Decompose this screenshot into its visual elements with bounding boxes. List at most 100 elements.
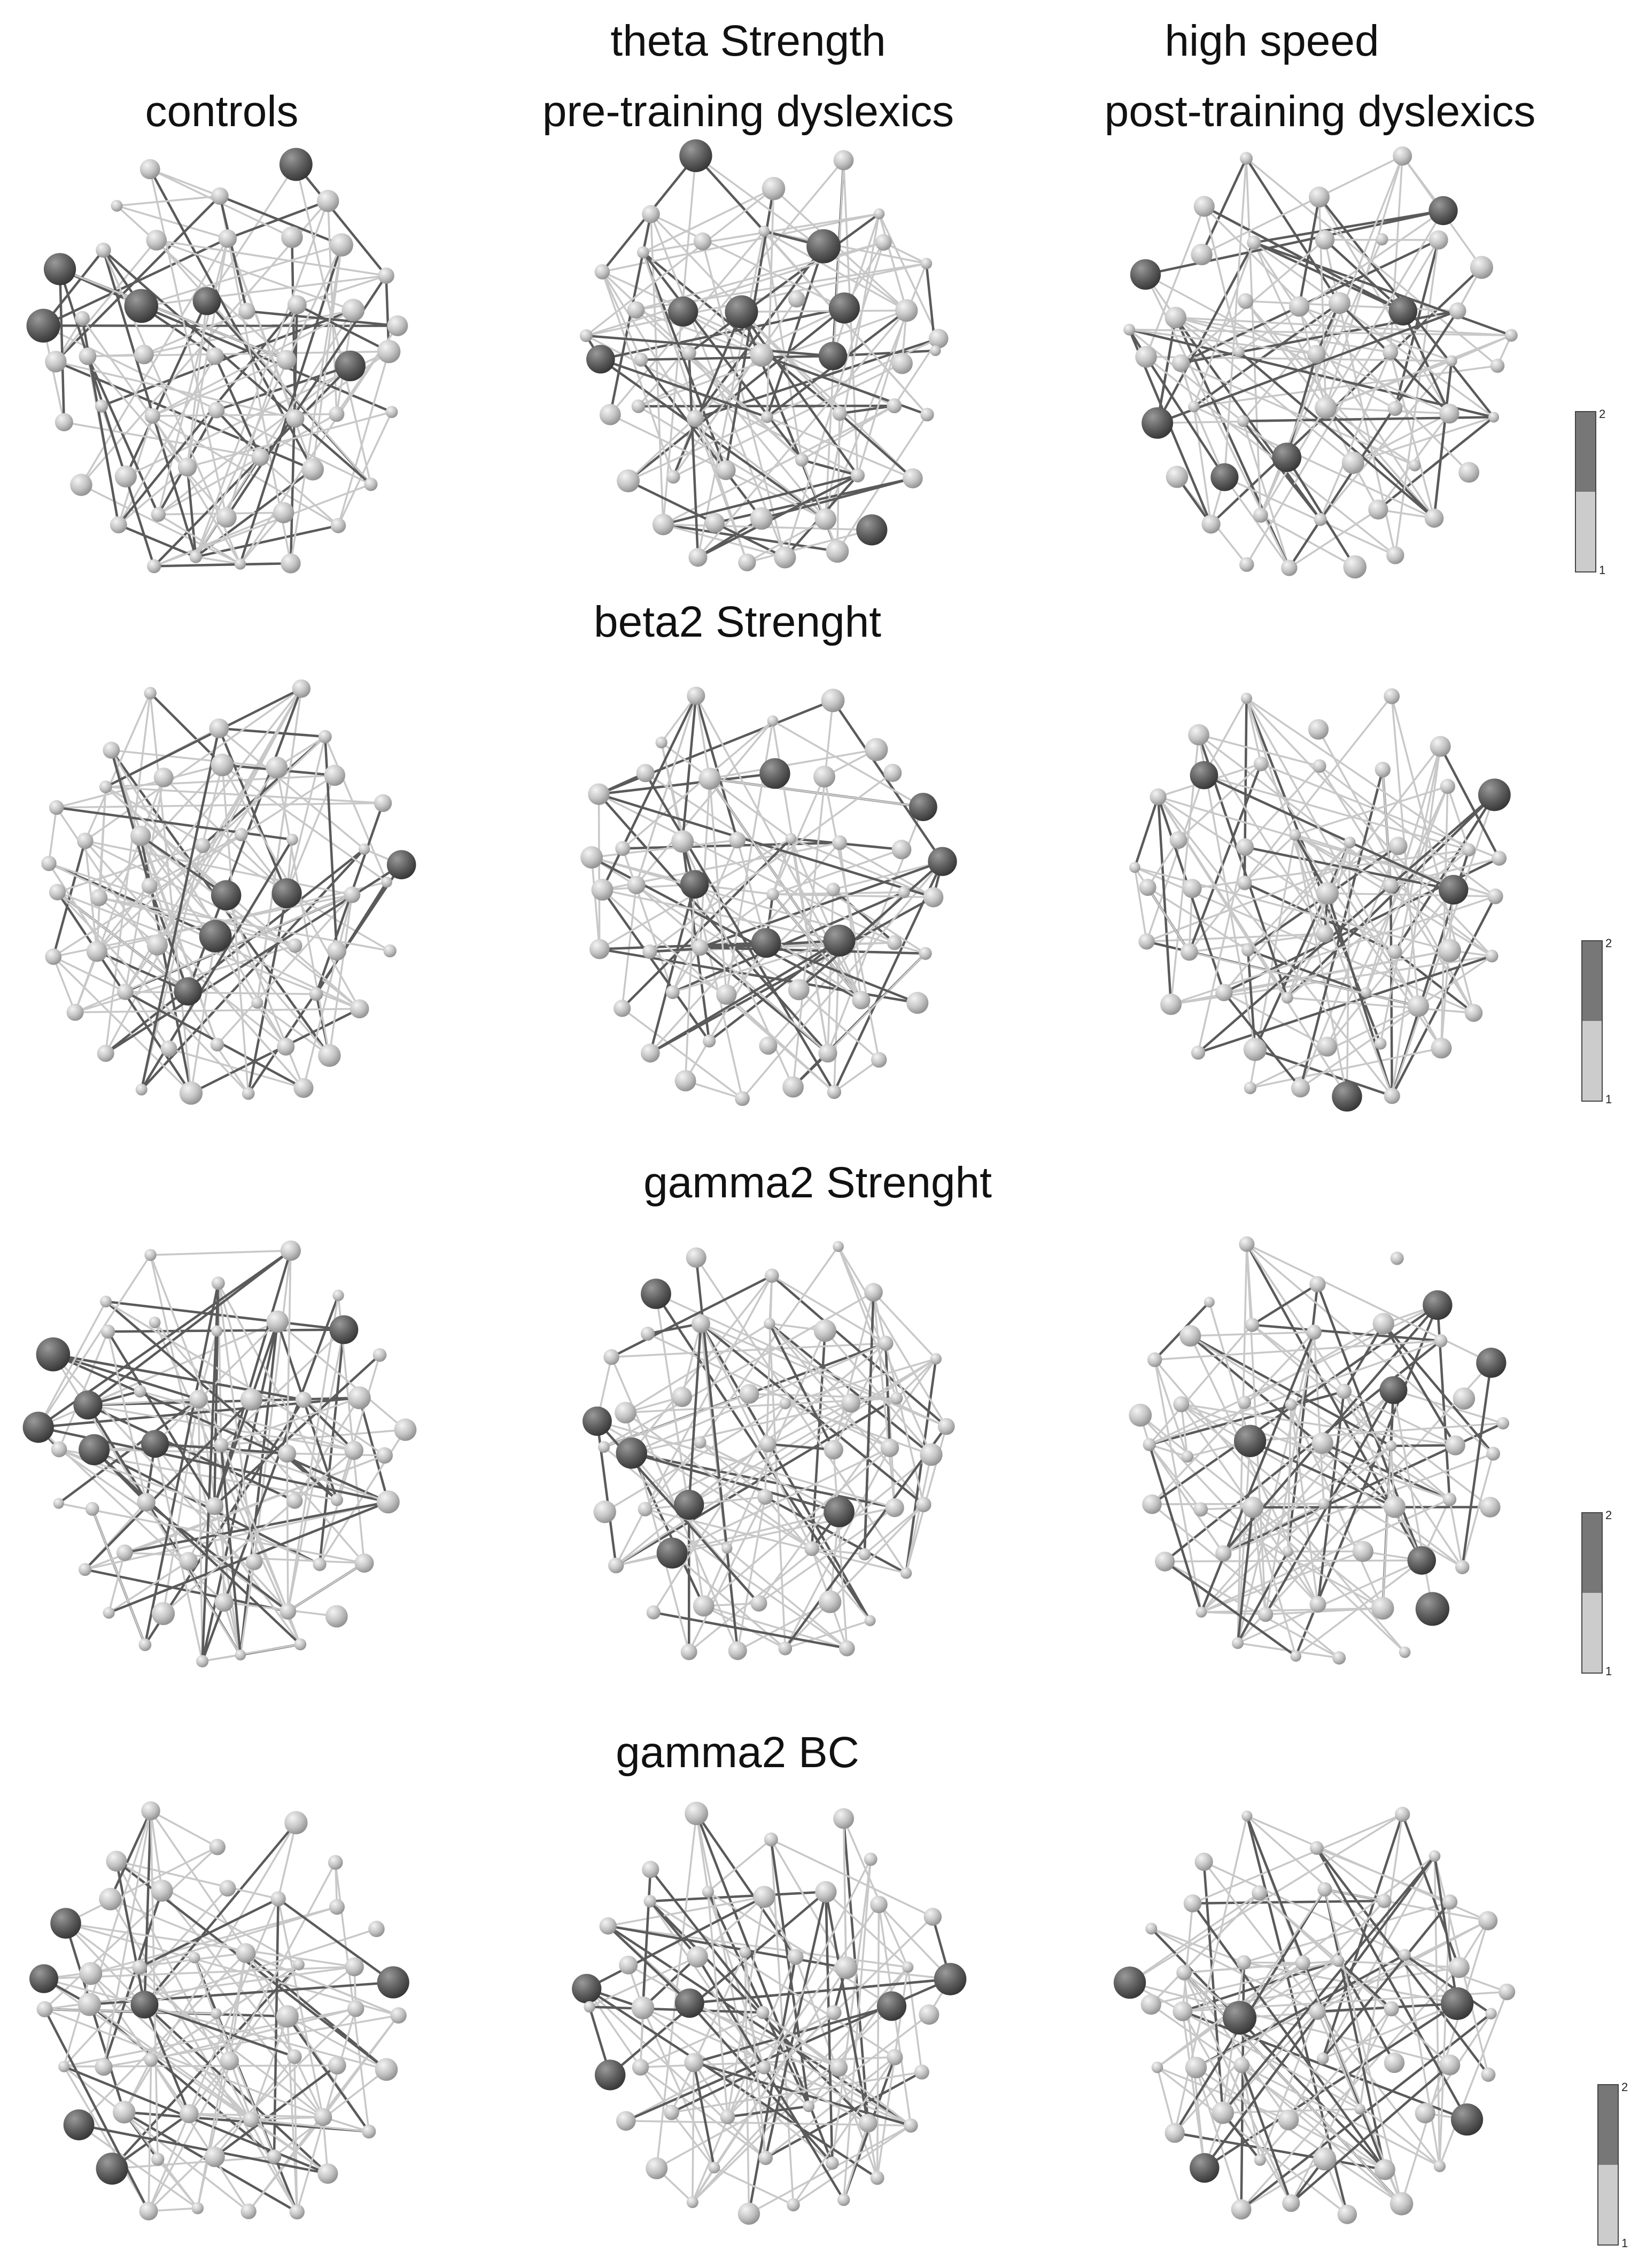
network-edge [303,1399,385,1457]
network-edge [607,1925,690,2004]
network-edge [621,838,792,1009]
network-node [858,2114,878,2133]
network-edge [1377,416,1495,511]
network-node [694,1436,706,1449]
network-edge [1246,1243,1492,1364]
network-node [920,407,934,422]
network-edge [239,1561,255,1655]
network-node [691,1314,710,1333]
network-node [288,938,302,953]
network-edge [684,884,696,1081]
network-edge [1242,421,1290,568]
network-node [1306,1325,1322,1340]
network-edge [692,2062,695,2202]
network-node [1307,345,1326,363]
network-edge [286,1966,355,2017]
network-node-hub [818,342,848,370]
network-node [865,738,888,761]
network-node [189,1390,208,1409]
network-edge [1157,796,1288,998]
network-edge [257,1002,330,1057]
network-node [1385,1440,1397,1452]
network-node [1233,346,1245,358]
network-edge [1237,1559,1422,1644]
network-edge [832,700,944,862]
network-edge [586,334,833,358]
network-edge [75,1008,360,1013]
network-node [1164,306,1187,329]
network-edge [88,1404,354,1452]
network-edge [1193,242,1255,407]
network-node [1173,2001,1193,2022]
network-node [1383,878,1399,894]
network-node [684,2053,704,2072]
network-node [930,1353,942,1365]
network-edge [190,935,216,1094]
network-node [214,1592,234,1612]
network-node [702,1886,714,1898]
network-panel [29,1801,409,2220]
network-node [788,979,810,1001]
network-node [266,756,288,779]
network-node [1155,1551,1175,1572]
network-edge [156,239,372,485]
network-edge [1265,1607,1383,1615]
network-node [286,833,298,846]
network-edge [671,2111,715,2169]
network-node [211,2008,222,2019]
network-edge [1253,209,1443,244]
network-node [1428,230,1448,250]
network-edge [1245,300,1458,312]
network-edge [217,1282,338,1500]
network-edge [736,840,767,943]
network-edge [663,405,895,525]
colorbar: 21 [1581,1508,1612,1678]
colorbar-max-label: 2 [1605,1508,1612,1522]
network-node [354,1553,374,1573]
network-node [278,1444,297,1463]
network-edge [150,1249,291,1256]
network-edge [1286,933,1326,998]
network-edge [1164,1559,1422,1563]
network-panel [41,679,416,1105]
network-edge [1145,209,1443,276]
network-edge [842,1818,847,1968]
network-node [289,2204,305,2220]
network-node [826,883,840,896]
network-node [739,1384,759,1404]
network-edge [878,1903,951,1980]
network-edge [649,939,840,953]
network-edge [139,1898,279,1969]
network-edge [1250,1047,1442,1089]
network-node [870,2171,884,2185]
network-node [758,226,770,237]
network-node [1374,2159,1395,2180]
network-edge [884,1343,891,1448]
network-node [317,2163,338,2184]
network-node [394,1418,417,1441]
network-node [631,399,646,413]
network-edge [108,1560,189,1614]
network-node [234,827,248,841]
network-node [642,1861,659,1878]
network-panel [22,1240,417,1668]
network-edge [297,275,387,306]
network-node [686,1247,706,1268]
network-node-hub [679,139,712,172]
network-edge [1223,1452,1494,1554]
network-node [759,1435,777,1453]
network-edge [767,1443,834,1451]
network-node [1487,888,1503,904]
network-node [880,1438,899,1457]
network-edge [1222,2011,1318,2114]
network-node [674,1070,696,1092]
network-edge [609,1891,827,2076]
network-node [95,2058,113,2076]
network-node [1390,1251,1404,1265]
network-node [826,2004,842,2021]
network-edge [1294,785,1448,836]
network-edge [118,466,188,526]
network-edge [74,951,98,1013]
network-node-hub [751,928,781,958]
network-node [1368,499,1388,520]
